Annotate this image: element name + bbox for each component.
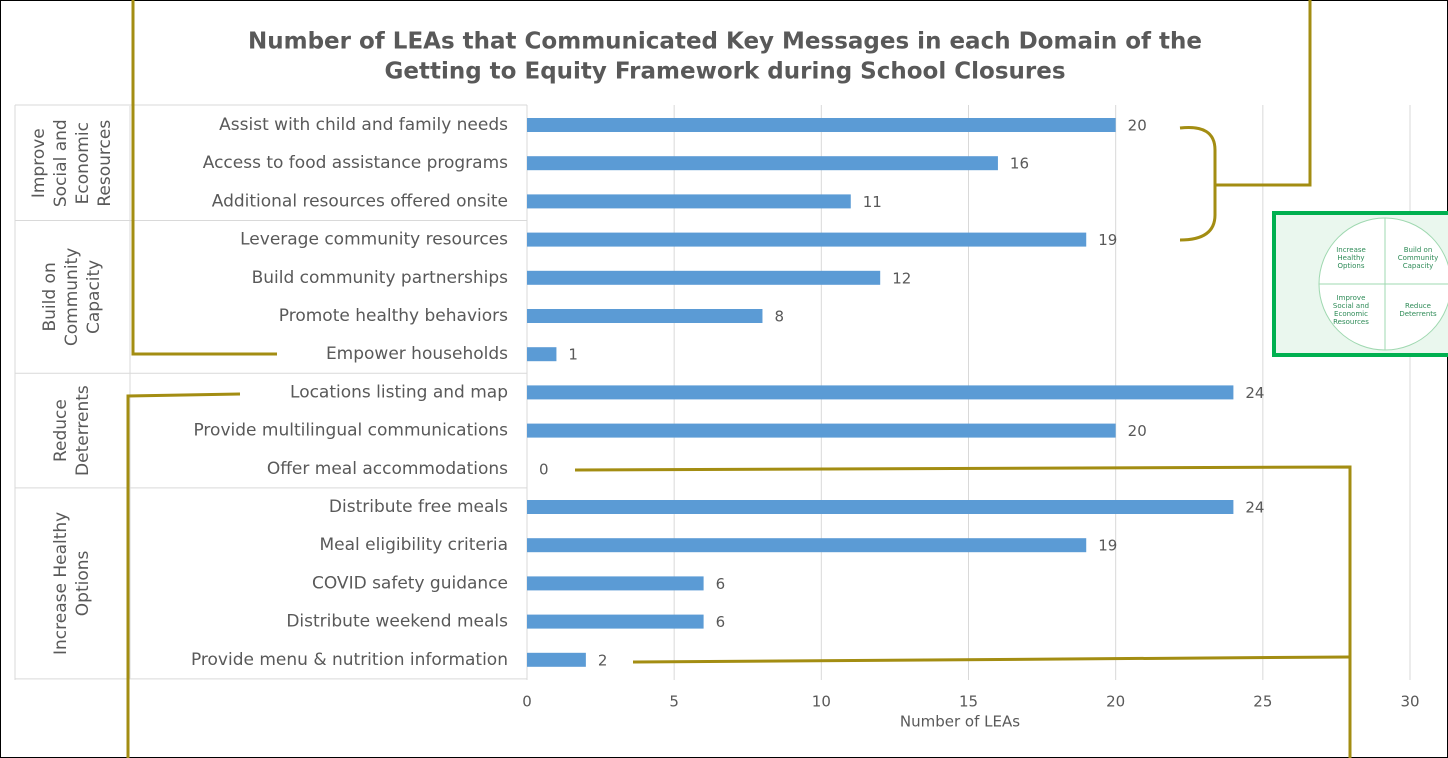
bar [527, 347, 557, 362]
inset-label: Increase [1336, 246, 1366, 254]
group-label: Social and [51, 119, 71, 207]
x-tick-label: 25 [1253, 693, 1272, 711]
value-label: 19 [1098, 537, 1117, 555]
y-tick-label: Leverage community resources [240, 230, 508, 250]
y-tick-label: Offer meal accommodations [267, 459, 508, 479]
bar [527, 309, 763, 323]
group-label: Economic [73, 122, 93, 204]
x-tick-label: 0 [522, 693, 532, 711]
value-label: 24 [1245, 384, 1264, 402]
y-tick-label: Empower households [326, 344, 508, 364]
group-label: Deterrents [73, 385, 93, 476]
x-tick-label: 5 [669, 693, 679, 711]
group-label: Resources [95, 120, 115, 207]
inset-label: Deterrents [1399, 310, 1437, 318]
value-label: 0 [539, 460, 549, 478]
y-tick-label: Meal eligibility criteria [320, 535, 509, 555]
bar [527, 538, 1087, 553]
chart-title: Number of LEAs that Communicated Key Mes… [248, 29, 1202, 55]
bar [527, 500, 1234, 514]
value-label: 6 [716, 575, 726, 593]
connector [1215, 0, 1312, 187]
connector [131, 0, 277, 356]
inset-label: Resources [1333, 318, 1369, 326]
bar [527, 232, 1087, 247]
bar [527, 156, 998, 171]
group-label: Increase Healthy [51, 512, 71, 655]
x-tick-label: 15 [959, 693, 978, 711]
group-label: Community [62, 248, 82, 346]
x-tick-label: 10 [812, 693, 831, 711]
group-label: Capacity [84, 260, 104, 334]
bar [527, 270, 881, 285]
inset-label: Economic [1334, 310, 1368, 318]
y-tick-label: Access to food assistance programs [203, 153, 508, 173]
bar [527, 652, 586, 667]
bar [527, 423, 1116, 438]
y-tick-label: Provide menu & nutrition information [191, 650, 508, 670]
bar [527, 385, 1234, 400]
bar [527, 194, 851, 209]
inset-label: Social and [1333, 302, 1369, 310]
inset-label: Healthy [1337, 254, 1364, 262]
chart-title: Getting to Equity Framework during Schoo… [384, 59, 1065, 85]
value-label: 24 [1245, 499, 1264, 517]
y-tick-label: Build community partnerships [252, 268, 509, 288]
inset-label: Capacity [1403, 262, 1434, 270]
bar [527, 614, 704, 629]
y-tick-label: Additional resources offered onsite [212, 191, 508, 211]
inset-label: Options [1337, 262, 1364, 270]
value-label: 2 [598, 651, 608, 669]
group-label: Reduce [51, 399, 71, 462]
y-tick-label: Provide multilingual communications [193, 421, 508, 441]
y-tick-label: Locations listing and map [290, 382, 508, 402]
x-tick-label: 30 [1400, 693, 1419, 711]
bar [527, 576, 704, 591]
bar [527, 118, 1116, 132]
group-label: Options [73, 550, 93, 616]
annotation-lines [126, 0, 1352, 758]
inset-label: Reduce [1405, 302, 1431, 310]
group-label: Build on [40, 262, 60, 331]
value-label: 11 [863, 193, 882, 211]
y-tick-label: Assist with child and family needs [219, 115, 508, 135]
group-label: Improve [29, 128, 49, 198]
x-tick-label: 20 [1106, 693, 1125, 711]
y-tick-label: Distribute free meals [329, 497, 508, 517]
inset-label: Improve [1337, 294, 1366, 302]
value-label: 20 [1128, 117, 1147, 135]
value-label: 12 [892, 269, 911, 287]
connector [126, 392, 241, 758]
x-axis-label: Number of LEAs [900, 713, 1020, 731]
value-label: 8 [774, 308, 784, 326]
bracket [1179, 125, 1217, 242]
y-tick-label: Distribute weekend meals [286, 612, 508, 632]
value-label: 1 [568, 346, 578, 364]
value-label: 6 [716, 613, 726, 631]
value-label: 19 [1098, 231, 1117, 249]
y-tick-label: Promote healthy behaviors [279, 306, 508, 326]
y-tick-label: COVID safety guidance [312, 573, 508, 593]
connector [574, 465, 1352, 758]
inset-label: Community [1398, 254, 1439, 262]
value-label: 20 [1128, 422, 1147, 440]
inset-label: Build on [1404, 246, 1433, 254]
connector [632, 655, 1351, 664]
value-label: 16 [1010, 155, 1029, 173]
